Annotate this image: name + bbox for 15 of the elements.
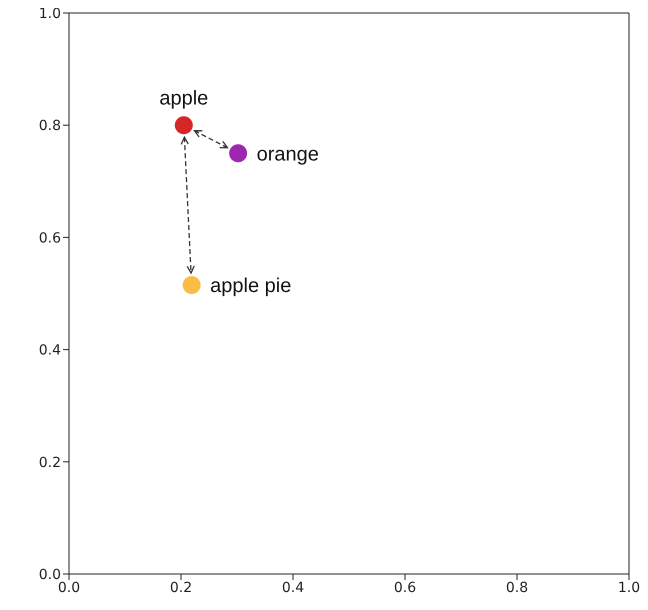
point (182, 276, 201, 294)
x-tick-label: 0.8 (506, 580, 528, 596)
series-label: apple pie (210, 275, 292, 298)
x-tick-label: 1.0 (618, 580, 640, 596)
y-tick-label: 0.4 (38, 342, 62, 359)
point (229, 144, 248, 162)
x-tick-label: 0.2 (170, 580, 192, 596)
point (174, 116, 193, 134)
x-tick-label: 0.6 (394, 580, 416, 596)
x-tick-label: 0.4 (282, 580, 304, 596)
y-tick-label: 0.8 (38, 118, 61, 134)
y-tick-label: 0.2 (38, 454, 61, 471)
series-label: orange (256, 143, 319, 166)
series-label: apple (159, 88, 208, 110)
y-tick-label: 0.6 (38, 230, 62, 246)
